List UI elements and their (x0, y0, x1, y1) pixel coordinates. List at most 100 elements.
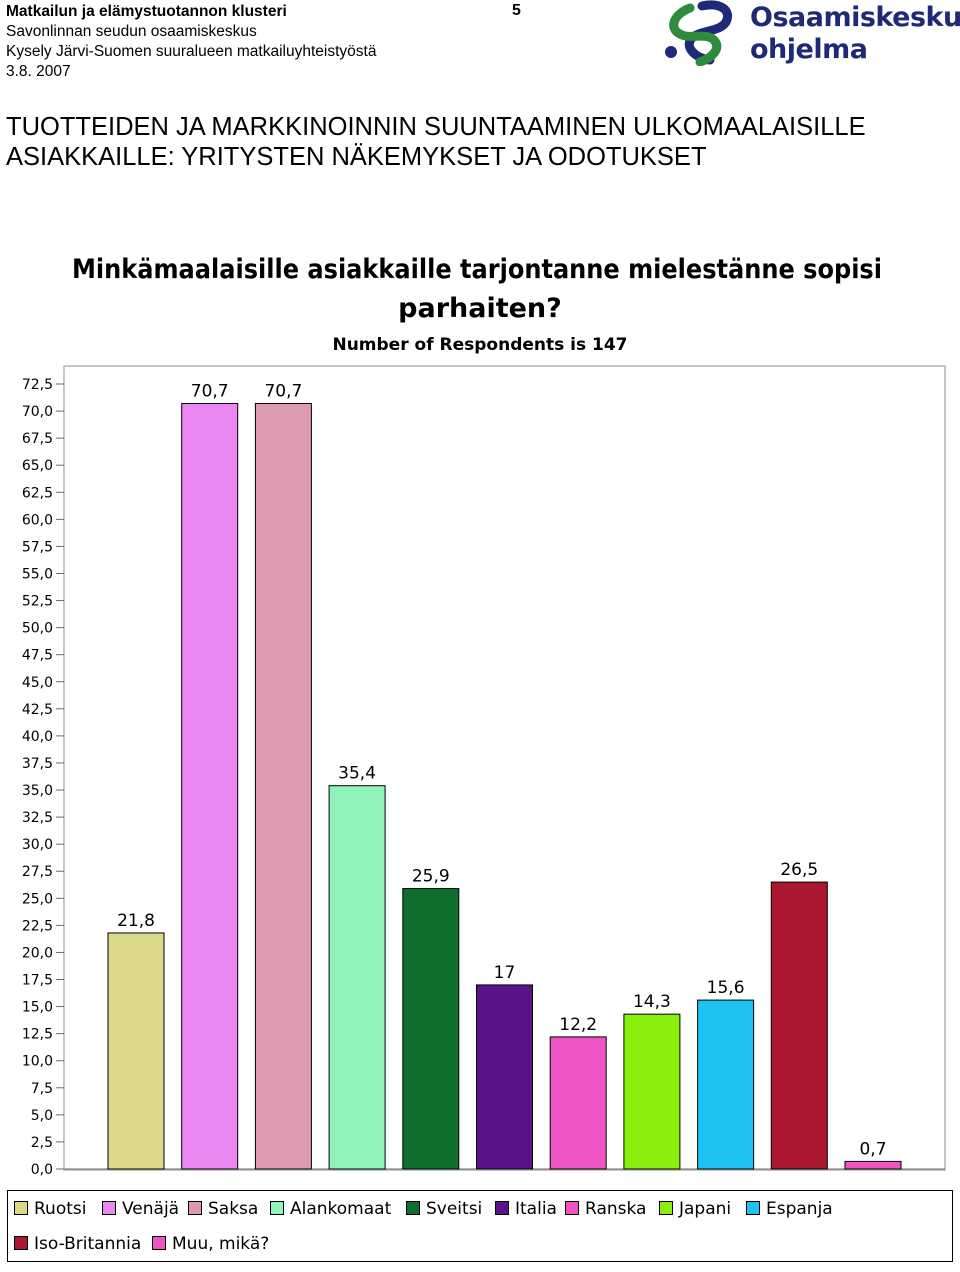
legend-swatch (495, 1201, 509, 1215)
logo-text-line1: Osaamiskeskus- (750, 2, 960, 33)
legend-label: Alankomaat (290, 1199, 392, 1219)
y-tick-label: 37,5 (22, 756, 53, 772)
y-tick-label: 5,0 (31, 1108, 53, 1124)
bar-ranska (549, 1036, 607, 1170)
y-tick-label: 30,0 (22, 837, 53, 853)
y-tick-label: 62,5 (22, 485, 53, 501)
y-tick-label: 55,0 (22, 566, 53, 582)
bar-muu-mikä (844, 1160, 902, 1170)
bar-saksa (254, 402, 312, 1170)
y-tick-label: 15,0 (22, 1000, 53, 1016)
bar-value-label: 25,9 (412, 867, 450, 887)
page-heading-line2: ASIAKKAILLE: YRITYSTEN NÄKEMYKSET JA ODO… (6, 143, 707, 171)
y-tick-label: 32,5 (22, 810, 53, 826)
chart-subtitle: Number of Respondents is 147 (332, 335, 627, 355)
bar-value-label: 70,7 (191, 381, 229, 401)
y-tick-label: 70,0 (22, 404, 53, 420)
chart-title-line1: Minkämaalaisille asiakkaille tarjontanne… (72, 254, 882, 285)
bar-value-label: 35,4 (338, 764, 376, 784)
legend-label: Italia (515, 1199, 557, 1219)
header-survey-name: Kysely Järvi-Suomen suuralueen matkailuy… (6, 43, 377, 60)
y-axis: 0,0 2,5 5,0 7,5 10,0 12,5 15,0 17,5 20,0 22,5 25,0… (22, 377, 64, 1178)
bar-italia (476, 984, 533, 1170)
y-tick-label: 52,5 (22, 594, 53, 610)
legend-item: Saksa (188, 1199, 258, 1219)
y-tick-label: 72,5 (22, 377, 53, 393)
legend-item: Venäjä (102, 1199, 179, 1219)
legend-label: Ruotsi (34, 1199, 87, 1219)
legend-label: Ranska (585, 1199, 647, 1219)
legend-label: Muu, mikä? (172, 1234, 270, 1254)
bar-ruotsi (107, 932, 165, 1170)
chart-title-line2: parhaiten? (398, 293, 562, 324)
bar-value-label: 15,6 (707, 978, 745, 998)
page-heading: TUOTTEIDEN JA MARKKINOINNIN SUUNTAAMINEN… (6, 112, 956, 172)
y-tick-label: 67,5 (22, 431, 53, 447)
y-tick-label: 20,0 (22, 945, 53, 961)
legend-label: Sveitsi (426, 1199, 483, 1219)
y-tick-label: 27,5 (22, 864, 53, 880)
y-tick-label: 7,5 (31, 1081, 53, 1097)
y-tick-label: 50,0 (22, 621, 53, 637)
y-tick-label: 0,0 (31, 1162, 53, 1178)
legend-item: Sveitsi (406, 1199, 482, 1219)
logo-text: Osaamiskeskus- ohjelma (750, 2, 960, 66)
legend-item: Espanja (746, 1199, 833, 1219)
y-tick-label: 40,0 (22, 729, 53, 745)
legend-item: Ruotsi (14, 1199, 86, 1219)
bar-alankomaat (328, 785, 386, 1170)
legend-label: Espanja (766, 1199, 833, 1219)
y-tick-label: 65,0 (22, 458, 53, 474)
logo-emblem-icon (665, 0, 732, 67)
bar-sveitsi (402, 888, 460, 1170)
legend-swatch (406, 1201, 420, 1215)
y-tick-label: 47,5 (22, 648, 53, 664)
bar-value-label: 26,5 (780, 860, 818, 880)
y-tick-label: 42,5 (22, 702, 53, 718)
bar-espanja (697, 999, 755, 1170)
bar-venäjä (181, 402, 239, 1170)
page-number: 5 (512, 2, 521, 19)
header-cluster-name: Matkailun ja elämystuotannon klusteri (6, 3, 287, 20)
chart-legend: Ruotsi Venäjä Saksa Alankomaat Sveitsi Italia… (7, 1190, 953, 1262)
bar-japani (623, 1013, 681, 1170)
legend-swatch (565, 1201, 579, 1215)
bar-value-label: 17 (494, 963, 516, 983)
legend-item: Ranska (565, 1199, 646, 1219)
legend-label: Japani (679, 1199, 732, 1219)
y-tick-label: 35,0 (22, 783, 53, 799)
legend-swatch (14, 1201, 28, 1215)
bar-value-label: 21,8 (117, 911, 155, 931)
value-labels: 21,8 70,7 70,7 35,4 25,9 17 12,2 14,3 15,6 26,5 0,… (117, 381, 886, 1159)
legend-swatch (659, 1201, 673, 1215)
bar-value-label: 14,3 (633, 992, 671, 1012)
legend-swatch (746, 1201, 760, 1215)
y-tick-label: 17,5 (22, 973, 53, 989)
y-tick-label: 45,0 (22, 675, 53, 691)
legend-label: Iso-Britannia (34, 1234, 142, 1254)
legend-swatch (152, 1236, 166, 1250)
y-tick-label: 25,0 (22, 891, 53, 907)
document-header: Matkailun ja elämystuotannon klusteri Sa… (6, 2, 376, 82)
y-tick-label: 22,5 (22, 918, 53, 934)
legend-swatch (270, 1201, 284, 1215)
legend-swatch (188, 1201, 202, 1215)
page-heading-line1: TUOTTEIDEN JA MARKKINOINNIN SUUNTAAMINEN… (6, 113, 866, 141)
header-organization: Savonlinnan seudun osaamiskeskus (6, 23, 257, 40)
y-tick-label: 12,5 (22, 1027, 53, 1043)
legend-item: Muu, mikä? (152, 1234, 269, 1254)
legend-item: Italia (495, 1199, 557, 1219)
legend-swatch (102, 1201, 116, 1215)
legend-item: Alankomaat (270, 1199, 391, 1219)
y-tick-label: 2,5 (31, 1135, 53, 1151)
legend-label: Saksa (208, 1199, 259, 1219)
bar-iso-britannia (770, 881, 828, 1170)
legend-swatch (14, 1236, 28, 1250)
bar-value-label: 12,2 (559, 1015, 597, 1035)
y-tick-label: 60,0 (22, 512, 53, 528)
y-tick-label: 10,0 (22, 1054, 53, 1070)
legend-item: Japani (659, 1199, 731, 1219)
header-date: 3.8. 2007 (6, 63, 71, 80)
bar-value-label: 0,7 (859, 1139, 886, 1159)
logo-text-line2: ohjelma (750, 34, 868, 65)
